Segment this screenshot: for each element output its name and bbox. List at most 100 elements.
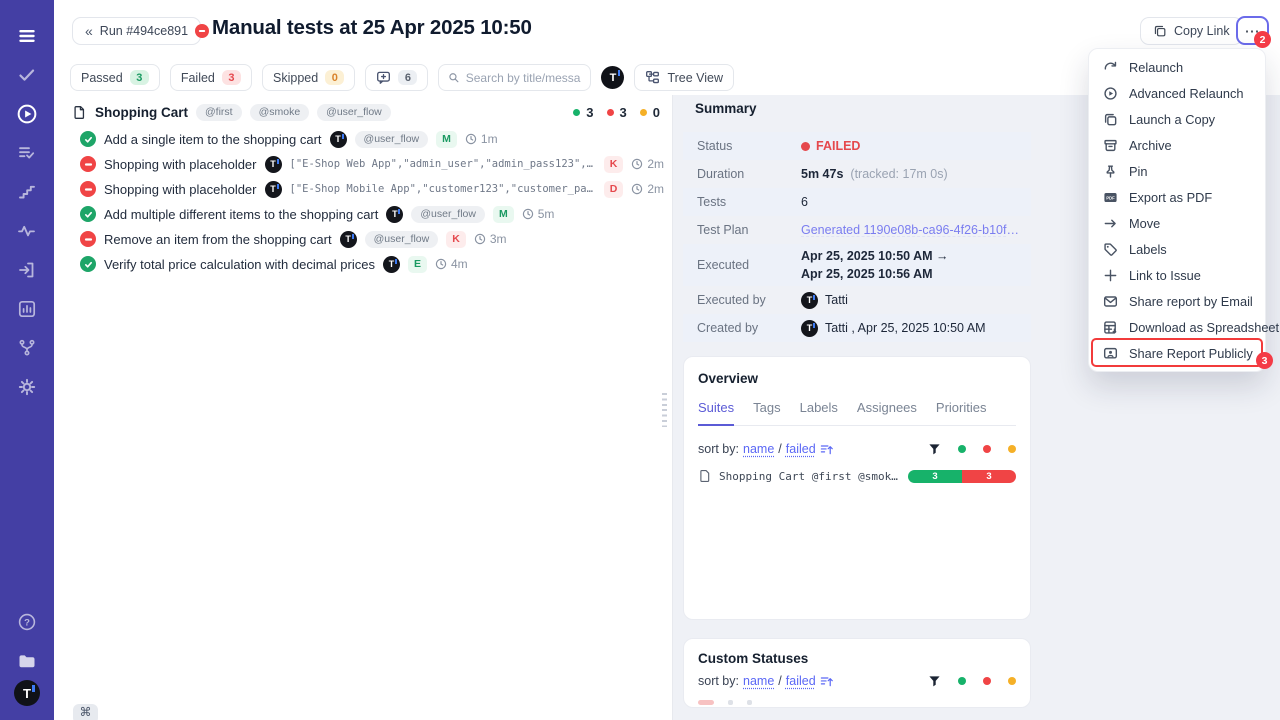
menu-item-link-to-issue[interactable]: Link to Issue bbox=[1089, 262, 1265, 288]
failed-status-icon bbox=[80, 181, 96, 197]
back-to-run-button[interactable]: « Run #494ce891 bbox=[72, 17, 202, 45]
partial-failed-chip bbox=[698, 700, 714, 705]
legend-failed-dot[interactable] bbox=[983, 677, 991, 685]
pin-icon bbox=[1106, 164, 1115, 178]
assignee-avatar[interactable]: T bbox=[601, 66, 625, 89]
suite-tag[interactable]: @first bbox=[196, 103, 242, 121]
duration: 4m bbox=[435, 257, 468, 271]
test-data-code: ["E-Shop Mobile App","customer123","cust… bbox=[289, 183, 596, 195]
menu-item-download-as-spreadsheet[interactable]: Download as Spreadsheet bbox=[1089, 314, 1279, 340]
filter-comments[interactable]: 6 bbox=[365, 64, 429, 91]
menu-item-share-report-by-email[interactable]: Share report by Email bbox=[1089, 288, 1265, 314]
email-icon bbox=[1103, 295, 1118, 307]
duration: 5m bbox=[522, 207, 554, 221]
milestones-steps-icon[interactable] bbox=[0, 172, 54, 211]
legend-failed-dot[interactable] bbox=[983, 445, 991, 453]
passed-status-icon bbox=[80, 206, 96, 222]
tab-tags[interactable]: Tags bbox=[753, 400, 781, 415]
menu-item-share-report-publicly[interactable]: Share Report Publicly bbox=[1089, 340, 1265, 366]
failed-dot bbox=[801, 141, 810, 151]
assignee-avatar: T bbox=[264, 155, 282, 173]
test-tag[interactable]: @user_flow bbox=[364, 230, 439, 248]
passed-status-icon bbox=[80, 131, 96, 147]
test-plans-icon[interactable] bbox=[0, 133, 54, 172]
spreadsheet-icon bbox=[1104, 320, 1117, 334]
comments-count-badge: 6 bbox=[398, 70, 418, 85]
branches-icon[interactable] bbox=[0, 328, 54, 367]
partial-dot bbox=[747, 700, 752, 705]
test-row[interactable]: Add multiple different items to the shop… bbox=[80, 203, 664, 225]
sort-by-name-link[interactable]: name bbox=[743, 442, 775, 456]
suite-row[interactable]: Shopping Cart @first @smoke @user_flow 3… bbox=[72, 102, 660, 122]
help-icon[interactable]: ? bbox=[0, 602, 54, 641]
sort-by-failed-link[interactable]: failed bbox=[785, 674, 816, 688]
menu-item-advanced-relaunch[interactable]: Advanced Relaunch bbox=[1089, 80, 1265, 106]
legend-passed-dot[interactable] bbox=[958, 677, 966, 685]
settings-gear-icon[interactable] bbox=[0, 367, 54, 406]
clock-icon bbox=[474, 233, 486, 245]
legend-passed-dot[interactable] bbox=[958, 445, 966, 453]
tree-view-icon bbox=[646, 71, 660, 84]
filter-passed[interactable]: Passed 3 bbox=[70, 64, 160, 91]
tab-priorities[interactable]: Priorities bbox=[935, 400, 987, 415]
pulls-import-icon[interactable] bbox=[0, 250, 54, 289]
filter-skipped[interactable]: Skipped 0 bbox=[262, 64, 356, 91]
legend-skipped-dot[interactable] bbox=[1008, 677, 1016, 685]
menu-item-relaunch[interactable]: Relaunch bbox=[1089, 54, 1265, 80]
overview-sort-row: sort by: name / failed bbox=[698, 442, 1016, 456]
status-legend bbox=[928, 675, 1016, 688]
command-key-shortcut: ⌘ bbox=[73, 704, 98, 720]
tab-assignees[interactable]: Assignees bbox=[856, 400, 917, 415]
suite-tag[interactable]: @smoke bbox=[249, 103, 310, 121]
owner-badge: K bbox=[446, 230, 466, 248]
suite-file-icon bbox=[74, 105, 85, 119]
analytics-pulse-icon[interactable] bbox=[0, 211, 54, 250]
search-input[interactable] bbox=[465, 70, 582, 85]
legend-skipped-dot[interactable] bbox=[1008, 445, 1016, 453]
test-plan-link[interactable]: Generated 1190e08b-ca96-4f26-b10f-d6dc… bbox=[801, 223, 1023, 237]
menu-item-archive[interactable]: Archive bbox=[1089, 132, 1265, 158]
tree-view-toggle[interactable]: Tree View bbox=[634, 64, 735, 91]
test-tag[interactable]: @user_flow bbox=[354, 130, 429, 148]
copy-link-button[interactable]: Copy Link bbox=[1140, 17, 1243, 45]
menu-item-export-as-pdf[interactable]: PDF Export as PDF bbox=[1089, 184, 1265, 210]
overview-suite-row[interactable]: Shopping Cart @first @smoke … 3 3 bbox=[698, 469, 1016, 483]
search-box[interactable] bbox=[438, 64, 592, 91]
overview-card: Overview Suites Tags Labels Assignees Pr… bbox=[683, 356, 1031, 620]
test-title: Add multiple different items to the shop… bbox=[104, 206, 379, 222]
test-row[interactable]: Verify total price calculation with deci… bbox=[80, 253, 664, 275]
suite-tag[interactable]: @user_flow bbox=[317, 103, 391, 121]
share-publicly-icon bbox=[1103, 347, 1118, 359]
runs-play-icon[interactable] bbox=[0, 94, 54, 133]
menu-item-launch-a-copy[interactable]: Launch a Copy bbox=[1089, 106, 1265, 132]
reports-chart-icon[interactable] bbox=[0, 289, 54, 328]
test-row[interactable]: Add a single item to the shopping cart T… bbox=[80, 128, 664, 150]
failed-count-badge: 3 bbox=[221, 70, 241, 85]
sort-by-name-link[interactable]: name bbox=[743, 674, 775, 688]
sort-by-failed-link[interactable]: failed bbox=[785, 442, 816, 456]
filter-funnel-icon[interactable] bbox=[928, 443, 941, 456]
tab-labels[interactable]: Labels bbox=[799, 400, 838, 415]
duration: 2m bbox=[631, 157, 664, 171]
hamburger-menu-icon[interactable] bbox=[0, 16, 54, 55]
bar-passed-segment: 3 bbox=[908, 469, 962, 483]
test-tag[interactable]: @user_flow bbox=[411, 205, 485, 223]
overview-heading: Overview bbox=[698, 371, 759, 386]
menu-item-move[interactable]: Move bbox=[1089, 210, 1265, 236]
tab-suites[interactable]: Suites bbox=[698, 400, 735, 426]
owner-badge: M bbox=[492, 205, 514, 223]
clock-icon bbox=[465, 133, 477, 145]
panel-resize-handle[interactable] bbox=[662, 393, 667, 427]
test-row[interactable]: Shopping with placeholder T ["E-Shop Mob… bbox=[80, 178, 664, 200]
test-row[interactable]: Remove an item from the shopping cart T … bbox=[80, 228, 664, 250]
summary-heading: Summary bbox=[695, 101, 757, 116]
tests-check-icon[interactable] bbox=[0, 55, 54, 94]
user-avatar[interactable]: T bbox=[14, 680, 40, 706]
pass-fail-bar: 3 3 bbox=[908, 469, 1016, 483]
filter-funnel-icon[interactable] bbox=[928, 675, 941, 688]
menu-item-labels[interactable]: Labels bbox=[1089, 236, 1265, 262]
test-row[interactable]: Shopping with placeholder T ["E-Shop Web… bbox=[80, 153, 664, 175]
menu-item-pin[interactable]: Pin bbox=[1089, 158, 1265, 184]
filter-failed[interactable]: Failed 3 bbox=[169, 64, 252, 91]
projects-folder-icon[interactable] bbox=[0, 641, 54, 680]
